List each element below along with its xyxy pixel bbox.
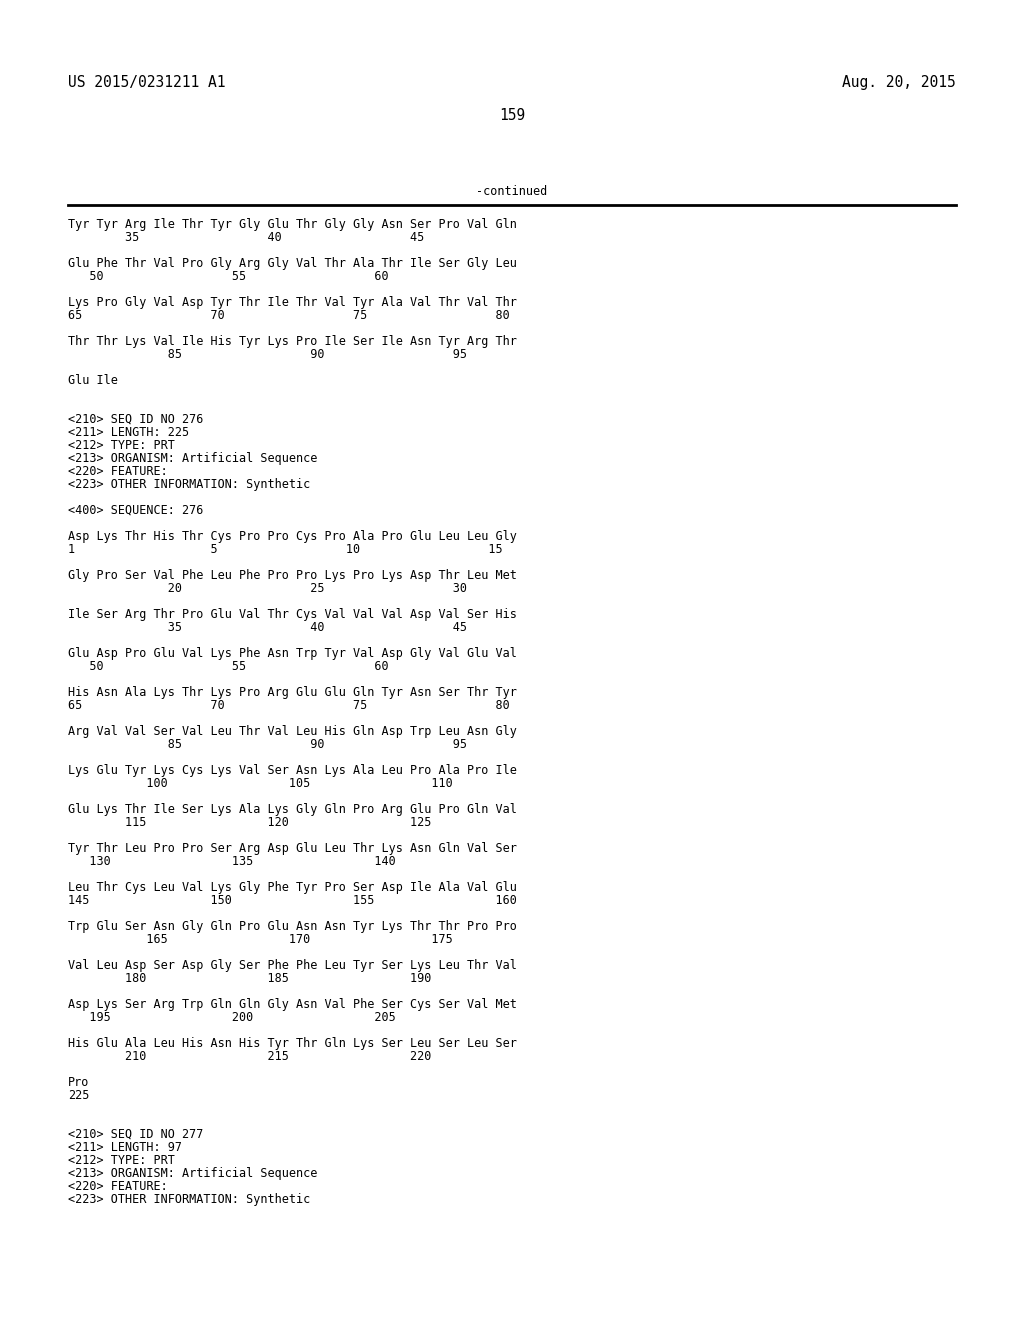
Text: 159: 159 xyxy=(499,108,525,123)
Text: Glu Asp Pro Glu Val Lys Phe Asn Trp Tyr Val Asp Gly Val Glu Val: Glu Asp Pro Glu Val Lys Phe Asn Trp Tyr … xyxy=(68,647,517,660)
Text: Lys Pro Gly Val Asp Tyr Thr Ile Thr Val Tyr Ala Val Thr Val Thr: Lys Pro Gly Val Asp Tyr Thr Ile Thr Val … xyxy=(68,296,517,309)
Text: 165                 170                 175: 165 170 175 xyxy=(68,933,453,946)
Text: His Glu Ala Leu His Asn His Tyr Thr Gln Lys Ser Leu Ser Leu Ser: His Glu Ala Leu His Asn His Tyr Thr Gln … xyxy=(68,1038,517,1049)
Text: Pro: Pro xyxy=(68,1076,89,1089)
Text: US 2015/0231211 A1: US 2015/0231211 A1 xyxy=(68,75,225,90)
Text: 210                 215                 220: 210 215 220 xyxy=(68,1049,431,1063)
Text: Leu Thr Cys Leu Val Lys Gly Phe Tyr Pro Ser Asp Ile Ala Val Glu: Leu Thr Cys Leu Val Lys Gly Phe Tyr Pro … xyxy=(68,880,517,894)
Text: His Asn Ala Lys Thr Lys Pro Arg Glu Glu Gln Tyr Asn Ser Thr Tyr: His Asn Ala Lys Thr Lys Pro Arg Glu Glu … xyxy=(68,686,517,700)
Text: Tyr Thr Leu Pro Pro Ser Arg Asp Glu Leu Thr Lys Asn Gln Val Ser: Tyr Thr Leu Pro Pro Ser Arg Asp Glu Leu … xyxy=(68,842,517,855)
Text: <211> LENGTH: 225: <211> LENGTH: 225 xyxy=(68,426,189,440)
Text: Trp Glu Ser Asn Gly Gln Pro Glu Asn Asn Tyr Lys Thr Thr Pro Pro: Trp Glu Ser Asn Gly Gln Pro Glu Asn Asn … xyxy=(68,920,517,933)
Text: 20                  25                  30: 20 25 30 xyxy=(68,582,467,595)
Text: 50                  55                  60: 50 55 60 xyxy=(68,660,389,673)
Text: <223> OTHER INFORMATION: Synthetic: <223> OTHER INFORMATION: Synthetic xyxy=(68,478,310,491)
Text: Gly Pro Ser Val Phe Leu Phe Pro Pro Lys Pro Lys Asp Thr Leu Met: Gly Pro Ser Val Phe Leu Phe Pro Pro Lys … xyxy=(68,569,517,582)
Text: Thr Thr Lys Val Ile His Tyr Lys Pro Ile Ser Ile Asn Tyr Arg Thr: Thr Thr Lys Val Ile His Tyr Lys Pro Ile … xyxy=(68,335,517,348)
Text: <212> TYPE: PRT: <212> TYPE: PRT xyxy=(68,440,175,451)
Text: Aug. 20, 2015: Aug. 20, 2015 xyxy=(843,75,956,90)
Text: 130                 135                 140: 130 135 140 xyxy=(68,855,395,869)
Text: Glu Phe Thr Val Pro Gly Arg Gly Val Thr Ala Thr Ile Ser Gly Leu: Glu Phe Thr Val Pro Gly Arg Gly Val Thr … xyxy=(68,257,517,271)
Text: 145                 150                 155                 160: 145 150 155 160 xyxy=(68,894,517,907)
Text: Glu Ile: Glu Ile xyxy=(68,374,118,387)
Text: <220> FEATURE:: <220> FEATURE: xyxy=(68,465,168,478)
Text: Asp Lys Thr His Thr Cys Pro Pro Cys Pro Ala Pro Glu Leu Leu Gly: Asp Lys Thr His Thr Cys Pro Pro Cys Pro … xyxy=(68,531,517,543)
Text: 225: 225 xyxy=(68,1089,89,1102)
Text: 180                 185                 190: 180 185 190 xyxy=(68,972,431,985)
Text: Lys Glu Tyr Lys Cys Lys Val Ser Asn Lys Ala Leu Pro Ala Pro Ile: Lys Glu Tyr Lys Cys Lys Val Ser Asn Lys … xyxy=(68,764,517,777)
Text: <223> OTHER INFORMATION: Synthetic: <223> OTHER INFORMATION: Synthetic xyxy=(68,1193,310,1206)
Text: 1                   5                  10                  15: 1 5 10 15 xyxy=(68,543,503,556)
Text: <213> ORGANISM: Artificial Sequence: <213> ORGANISM: Artificial Sequence xyxy=(68,451,317,465)
Text: 115                 120                 125: 115 120 125 xyxy=(68,816,431,829)
Text: 35                  40                  45: 35 40 45 xyxy=(68,231,424,244)
Text: 65                  70                  75                  80: 65 70 75 80 xyxy=(68,700,510,711)
Text: 50                  55                  60: 50 55 60 xyxy=(68,271,389,282)
Text: 195                 200                 205: 195 200 205 xyxy=(68,1011,395,1024)
Text: Val Leu Asp Ser Asp Gly Ser Phe Phe Leu Tyr Ser Lys Leu Thr Val: Val Leu Asp Ser Asp Gly Ser Phe Phe Leu … xyxy=(68,960,517,972)
Text: <220> FEATURE:: <220> FEATURE: xyxy=(68,1180,168,1193)
Text: <212> TYPE: PRT: <212> TYPE: PRT xyxy=(68,1154,175,1167)
Text: 35                  40                  45: 35 40 45 xyxy=(68,620,467,634)
Text: <213> ORGANISM: Artificial Sequence: <213> ORGANISM: Artificial Sequence xyxy=(68,1167,317,1180)
Text: Asp Lys Ser Arg Trp Gln Gln Gly Asn Val Phe Ser Cys Ser Val Met: Asp Lys Ser Arg Trp Gln Gln Gly Asn Val … xyxy=(68,998,517,1011)
Text: Glu Lys Thr Ile Ser Lys Ala Lys Gly Gln Pro Arg Glu Pro Gln Val: Glu Lys Thr Ile Ser Lys Ala Lys Gly Gln … xyxy=(68,803,517,816)
Text: -continued: -continued xyxy=(476,185,548,198)
Text: 85                  90                  95: 85 90 95 xyxy=(68,738,467,751)
Text: <210> SEQ ID NO 276: <210> SEQ ID NO 276 xyxy=(68,413,204,426)
Text: 85                  90                  95: 85 90 95 xyxy=(68,348,467,360)
Text: Arg Val Val Ser Val Leu Thr Val Leu His Gln Asp Trp Leu Asn Gly: Arg Val Val Ser Val Leu Thr Val Leu His … xyxy=(68,725,517,738)
Text: Ile Ser Arg Thr Pro Glu Val Thr Cys Val Val Val Asp Val Ser His: Ile Ser Arg Thr Pro Glu Val Thr Cys Val … xyxy=(68,609,517,620)
Text: <211> LENGTH: 97: <211> LENGTH: 97 xyxy=(68,1140,182,1154)
Text: <400> SEQUENCE: 276: <400> SEQUENCE: 276 xyxy=(68,504,204,517)
Text: 100                 105                 110: 100 105 110 xyxy=(68,777,453,789)
Text: Tyr Tyr Arg Ile Thr Tyr Gly Glu Thr Gly Gly Asn Ser Pro Val Gln: Tyr Tyr Arg Ile Thr Tyr Gly Glu Thr Gly … xyxy=(68,218,517,231)
Text: 65                  70                  75                  80: 65 70 75 80 xyxy=(68,309,510,322)
Text: <210> SEQ ID NO 277: <210> SEQ ID NO 277 xyxy=(68,1129,204,1140)
